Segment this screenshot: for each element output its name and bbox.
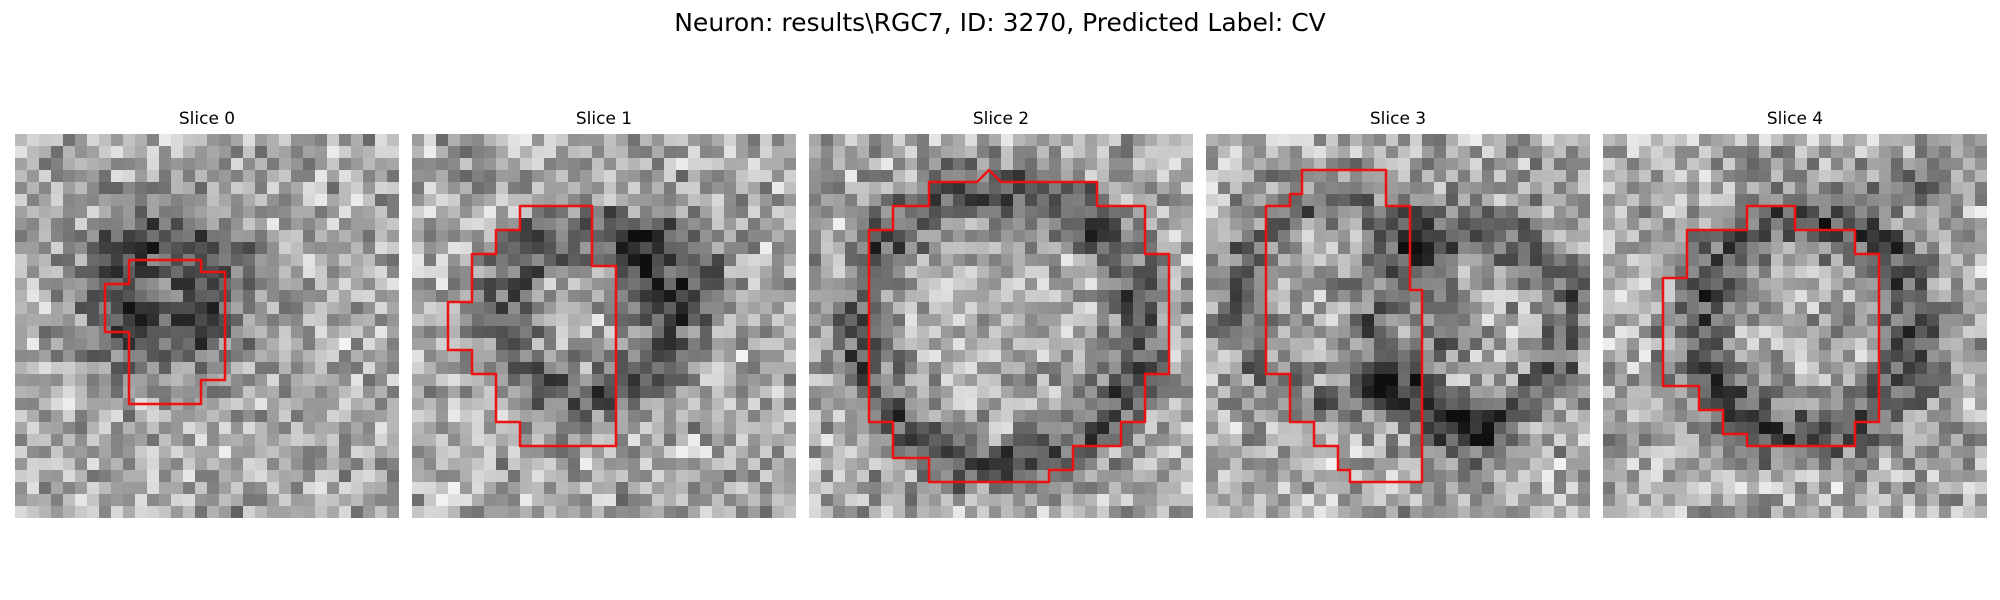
microscopy-image bbox=[809, 134, 1193, 518]
slice-panel-1: Slice 1 bbox=[412, 108, 796, 518]
segmentation-contour bbox=[103, 258, 227, 406]
slice-title: Slice 4 bbox=[1766, 109, 1824, 129]
slice-title: Slice 2 bbox=[972, 109, 1030, 129]
microscopy-image bbox=[412, 134, 796, 518]
slice-title: Slice 3 bbox=[1369, 109, 1427, 129]
microscopy-image bbox=[1603, 134, 1987, 518]
slice-panel-3: Slice 3 bbox=[1206, 108, 1590, 518]
microscopy-image bbox=[15, 134, 399, 518]
slice-title: Slice 1 bbox=[575, 109, 633, 129]
slice-panel-0: Slice 0 bbox=[15, 108, 399, 518]
microscopy-image bbox=[1206, 134, 1590, 518]
segmentation-contour bbox=[1264, 168, 1424, 484]
slice-title: Slice 0 bbox=[178, 109, 236, 129]
segmentation-contour bbox=[1661, 204, 1881, 448]
slice-panel-4: Slice 4 bbox=[1603, 108, 1987, 518]
segmentation-contour bbox=[446, 204, 618, 448]
figure-title: Neuron: results\RGC7, ID: 3270, Predicte… bbox=[674, 8, 1326, 37]
slice-panel-2: Slice 2 bbox=[809, 108, 1193, 518]
segmentation-contour bbox=[867, 168, 1171, 484]
